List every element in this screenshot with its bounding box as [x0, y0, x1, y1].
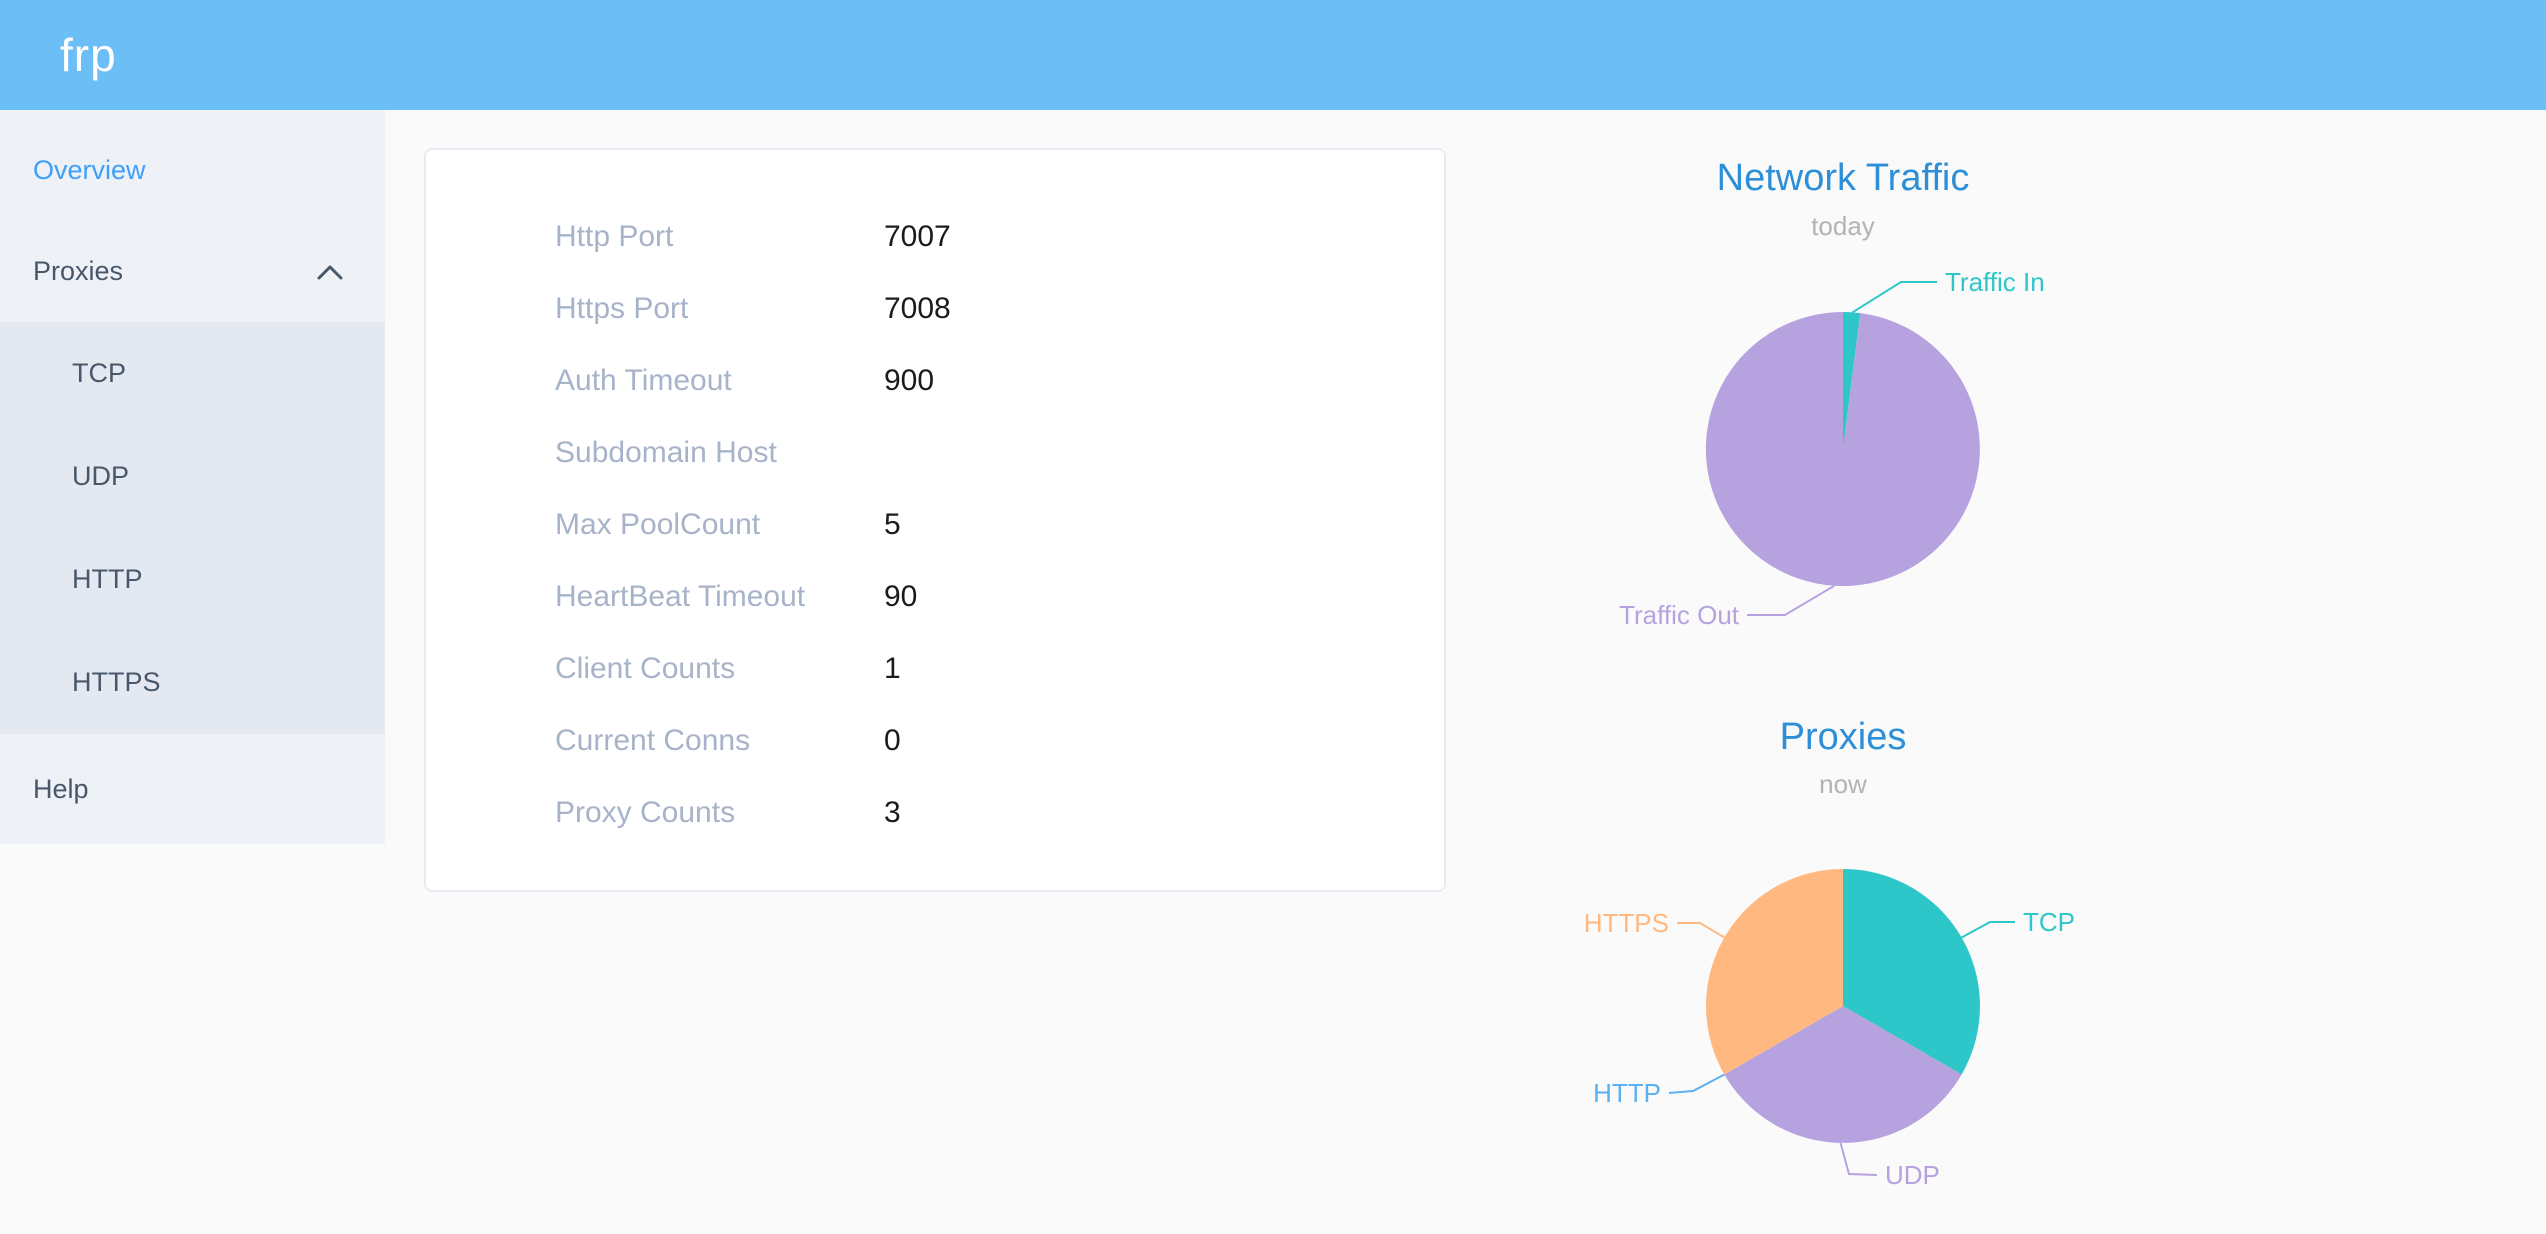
config-row: Max PoolCount 5 — [426, 489, 1444, 561]
config-row: Client Counts 1 — [426, 633, 1444, 705]
config-row: Subdomain Host — [426, 417, 1444, 489]
config-row: Https Port 7008 — [426, 273, 1444, 345]
app-logo: frp — [60, 29, 117, 81]
pie-slice-traffic-out[interactable] — [1705, 311, 1980, 586]
sidebar-item-https[interactable]: HTTPS — [72, 667, 161, 697]
chart-subtitle: today — [1811, 211, 1875, 241]
config-row: Auth Timeout 900 — [426, 345, 1444, 417]
pie-label-tcp: TCP — [2023, 907, 2075, 937]
pie-label-leader-traffic-out — [1747, 584, 1835, 616]
config-row: Current Conns 0 — [426, 705, 1444, 777]
pie-label-traffic-in: Traffic In — [1945, 267, 2045, 297]
config-label: Auth Timeout — [555, 364, 732, 397]
config-label: Current Conns — [555, 724, 751, 757]
server-info-panel: Http Port 7007 Https Port 7008 Auth Timeou… — [424, 148, 1446, 892]
config-value: 0 — [884, 724, 901, 757]
sidebar-item-help[interactable]: Help — [33, 773, 89, 804]
pie-label-leader-https — [1677, 922, 1725, 939]
sidebar-item-overview[interactable]: Overview — [33, 155, 146, 185]
pie-slice-https[interactable] — [1706, 869, 1843, 1075]
config-label: Max PoolCount — [555, 508, 761, 541]
chart-title: Network Traffic — [1717, 157, 1970, 199]
pie-label-https: HTTPS — [1584, 908, 1669, 938]
config-value: 7008 — [884, 292, 951, 325]
config-label: Http Port — [555, 220, 674, 253]
sidebar-item-proxies[interactable]: Proxies — [0, 221, 385, 322]
app-header: frp — [0, 0, 2546, 110]
config-label: Proxy Counts — [555, 796, 736, 829]
config-value: 5 — [884, 508, 901, 541]
config-value: 7007 — [884, 220, 951, 253]
sidebar-item-tcp[interactable]: TCP — [72, 358, 126, 388]
config-row: HeartBeat Timeout 90 — [426, 561, 1444, 633]
config-label: Https Port — [555, 292, 689, 325]
config-row: Proxy Counts 3 — [426, 777, 1444, 849]
config-value: 3 — [884, 796, 901, 829]
pie-slice-udp[interactable] — [1724, 1006, 1962, 1143]
chart-subtitle: now — [1819, 769, 1867, 799]
network-traffic-chart: Network Traffic today Traffic In Traffic … — [1520, 110, 2140, 650]
proxies-chart: Proxies now TCP UDP HTTP HTTPS — [1520, 650, 2140, 1234]
config-value: 1 — [884, 652, 901, 685]
pie-label-leader-traffic-in — [1852, 281, 1937, 314]
sidebar-submenu-proxies: TCP UDP HTTP HTTPS — [0, 322, 385, 734]
sidebar-item-http[interactable]: HTTP — [72, 564, 143, 594]
config-value: 90 — [884, 580, 918, 613]
chart-title: Proxies — [1780, 716, 1907, 758]
pie-label-traffic-out: Traffic Out — [1619, 600, 1740, 630]
config-label: HeartBeat Timeout — [555, 580, 806, 613]
chevron-up-icon — [317, 265, 343, 279]
pie-label-udp: UDP — [1885, 1160, 1940, 1190]
config-value: 900 — [884, 364, 935, 397]
sidebar-item-udp[interactable]: UDP — [72, 461, 130, 491]
pie-slice-tcp[interactable] — [1843, 869, 1980, 1075]
pie-label-leader-udp — [1839, 1142, 1878, 1176]
config-label: Client Counts — [555, 652, 736, 685]
pie-label-leader-http — [1668, 1073, 1725, 1094]
config-row: Http Port 7007 — [426, 201, 1444, 273]
sidebar-item-proxies-label: Proxies — [33, 256, 124, 286]
pie-label-leader-tcp — [1961, 921, 2015, 939]
config-label: Subdomain Host — [555, 436, 777, 469]
pie-label-http: HTTP — [1593, 1078, 1661, 1108]
sidebar: Overview Proxies TCP UDP HTTP HTTPS Help — [0, 110, 385, 844]
pie-slice-traffic-in[interactable] — [1843, 312, 1861, 449]
